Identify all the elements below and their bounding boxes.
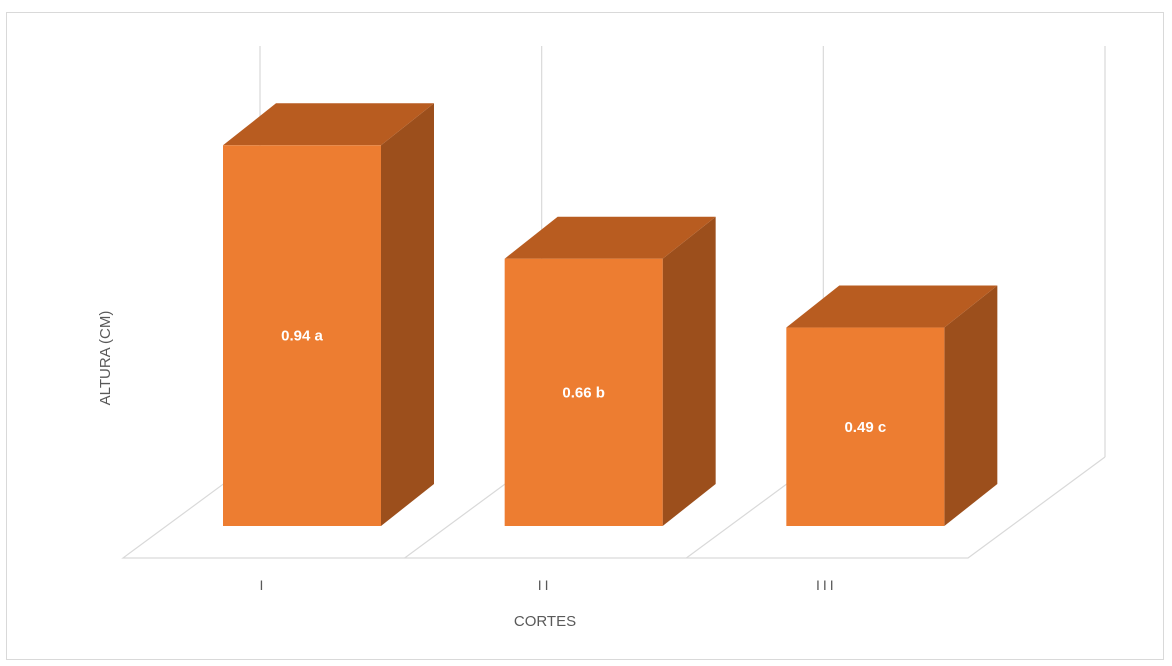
x-tick-label-2: II (538, 577, 552, 593)
data-label-1: 0.94 a (281, 328, 323, 345)
floor-outline (121, 456, 1106, 559)
x-tick-label-1: I (260, 577, 267, 593)
bar-side-3 (944, 285, 998, 526)
y-axis-label: ALTURA (CM) (97, 311, 114, 406)
bar-side-1 (381, 103, 434, 527)
bars-layer (223, 103, 998, 527)
bar-3 (786, 327, 945, 526)
x-tick-label-3: III (816, 577, 837, 593)
bar-side-2 (662, 216, 716, 526)
bar-2 (504, 258, 663, 526)
bar-top-1 (223, 103, 434, 146)
labels-layer: 0.94 a I 0.66 b II 0.49 c III (260, 328, 887, 593)
data-label-2: 0.66 b (562, 384, 605, 401)
bar-top-3 (786, 285, 998, 328)
data-label-3: 0.49 c (844, 419, 886, 436)
bar-top-2 (504, 216, 716, 259)
bar-1 (223, 145, 381, 527)
x-axis-label: CORTES (514, 613, 576, 630)
